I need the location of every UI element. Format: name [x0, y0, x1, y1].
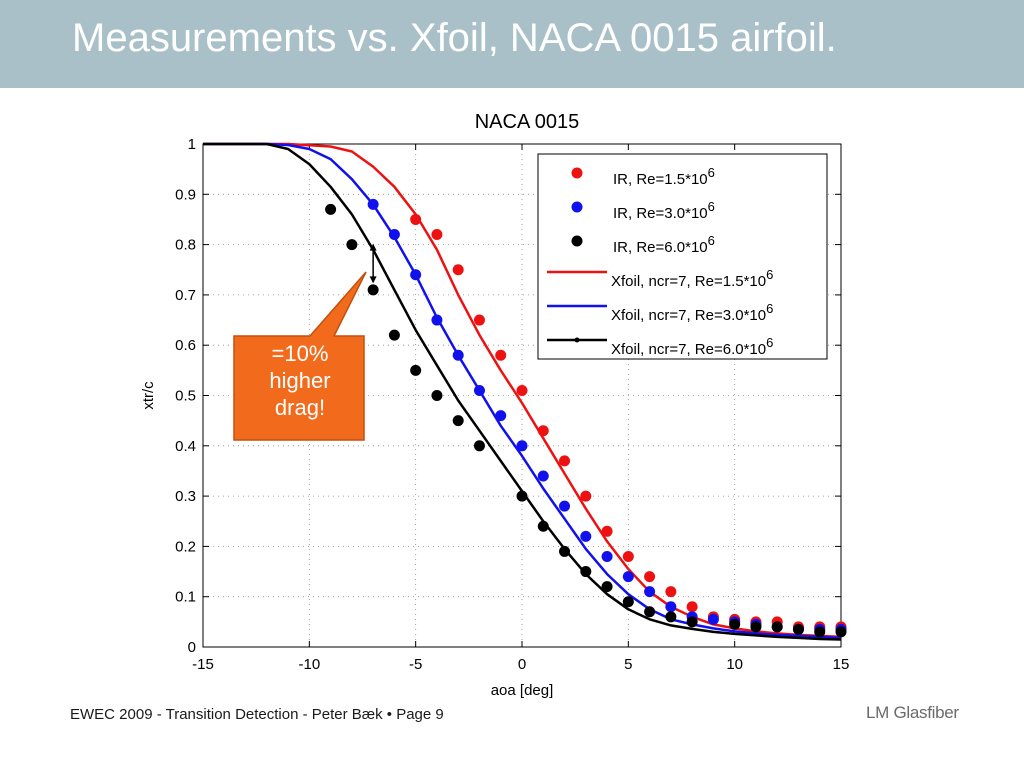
data-point-2	[814, 626, 826, 638]
data-point-2	[410, 364, 422, 376]
x-tick-label: 15	[833, 656, 850, 673]
x-tick-label: 5	[624, 656, 632, 673]
callout-bubble	[233, 271, 367, 441]
data-point-0	[431, 229, 443, 241]
x-tick-label: 10	[726, 656, 743, 673]
legend-box	[537, 153, 828, 360]
data-point-0	[516, 384, 528, 396]
data-point-0	[665, 586, 677, 598]
data-point-1	[516, 440, 528, 452]
y-tick-label: 0.9	[175, 186, 196, 203]
data-point-2	[452, 415, 464, 427]
title-bar	[0, 0, 1024, 88]
footer-text: EWEC 2009 - Transition Detection - Peter…	[70, 706, 444, 723]
slide-title: Measurements vs. Xfoil, NACA 0015 airfoi…	[72, 16, 837, 60]
data-point-1	[495, 410, 507, 422]
data-point-2	[835, 626, 847, 638]
callout-text: =10% higher drag!	[234, 340, 366, 421]
data-point-0	[601, 525, 613, 537]
y-tick-label: 0.5	[175, 388, 196, 405]
data-point-0	[559, 455, 571, 467]
data-point-1	[367, 198, 379, 210]
legend-marker-2	[571, 235, 583, 247]
y-axis-label: xtr/c	[140, 381, 157, 410]
legend-marker-0	[571, 167, 583, 179]
y-tick-label: 0.4	[175, 438, 196, 455]
series-line-3	[203, 142, 842, 639]
data-point-2	[622, 596, 634, 608]
data-point-1	[559, 500, 571, 512]
data-point-2	[771, 621, 783, 633]
callout-line-3: drag!	[274, 395, 326, 420]
callout-line-2: higher	[269, 368, 331, 393]
data-point-0	[644, 571, 656, 583]
y-tick-label: 0.8	[175, 237, 196, 254]
legend-label-0: IR, Re=1.5*106	[613, 165, 715, 188]
y-tick-label: 0.6	[175, 337, 196, 354]
y-tick-label: 0.7	[175, 287, 196, 304]
data-point-2	[792, 623, 804, 635]
data-point-1	[580, 530, 592, 542]
data-point-2	[580, 566, 592, 578]
data-point-1	[644, 586, 656, 598]
data-point-2	[473, 440, 485, 452]
data-point-1	[452, 349, 464, 361]
data-point-1	[388, 229, 400, 241]
data-point-2	[431, 390, 443, 401]
y-tick-label: 0	[188, 639, 196, 656]
data-point-1	[410, 269, 422, 281]
legend-label-3: Xfoil, ncr=7, Re=1.5*106	[611, 267, 773, 290]
data-point-2	[559, 545, 571, 557]
y-tick-label: 0.1	[175, 589, 196, 606]
data-point-1	[473, 384, 485, 396]
brand-logo: LM Glasfiber	[866, 703, 959, 722]
legend-marker-1	[571, 201, 583, 213]
legend-label-5: Xfoil, ncr=7, Re=6.0*106	[611, 335, 773, 358]
data-point-2	[537, 520, 549, 532]
data-point-2	[516, 490, 528, 502]
data-point-2	[686, 616, 698, 628]
arrow-head-top	[369, 243, 377, 251]
data-point-2	[325, 203, 337, 215]
data-point-1	[707, 613, 719, 625]
callout-line-1: =10%	[271, 341, 329, 366]
legend-label-4: Xfoil, ncr=7, Re=3.0*106	[611, 301, 773, 324]
data-point-0	[580, 490, 592, 502]
data-point-0	[622, 550, 634, 562]
y-tick-label: 1	[188, 136, 196, 153]
legend-label-1: IR, Re=3.0*106	[613, 199, 715, 222]
data-point-1	[601, 550, 613, 562]
y-tick-label: 0.3	[175, 488, 196, 505]
data-point-1	[622, 571, 634, 583]
data-point-2	[665, 611, 677, 623]
data-point-0	[686, 601, 698, 613]
data-point-0	[537, 425, 549, 437]
legend-label-2: IR, Re=6.0*106	[613, 233, 715, 256]
x-axis-label: aoa [deg]	[491, 682, 554, 699]
x-tick-label: 0	[518, 656, 526, 673]
data-point-0	[495, 349, 507, 361]
data-point-0	[473, 314, 485, 326]
data-point-1	[665, 601, 677, 613]
data-point-2	[388, 329, 400, 341]
legend-line-marker-5	[574, 337, 580, 343]
data-point-0	[410, 213, 422, 225]
data-point-0	[452, 264, 464, 276]
data-point-2	[367, 284, 379, 296]
x-tick-label: -15	[192, 656, 214, 673]
series-line-4	[203, 142, 842, 640]
data-point-2	[601, 581, 613, 593]
data-point-2	[644, 606, 656, 618]
arrow-head-bottom	[369, 276, 377, 284]
data-point-1	[537, 470, 549, 482]
data-point-2	[346, 239, 358, 251]
data-point-2	[750, 621, 762, 633]
data-point-1	[431, 314, 443, 326]
chart-title: NACA 0015	[475, 111, 580, 133]
x-tick-label: -5	[409, 656, 422, 673]
data-point-2	[729, 618, 741, 630]
x-tick-label: -10	[298, 656, 320, 673]
y-tick-label: 0.2	[175, 538, 196, 555]
